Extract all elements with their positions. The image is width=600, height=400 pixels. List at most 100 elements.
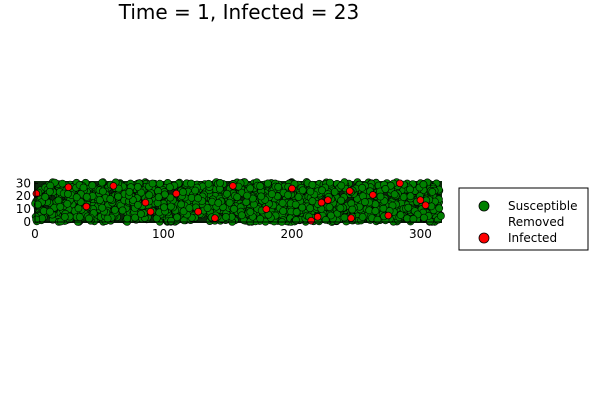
susceptible-point (225, 198, 234, 207)
susceptible-point (246, 207, 255, 216)
susceptible-point (54, 196, 63, 205)
x-tick-label: 100 (152, 227, 175, 241)
susceptible-point (179, 188, 187, 196)
susceptible-point (330, 187, 339, 196)
susceptible-point (133, 182, 142, 191)
y-tick-label: 20 (16, 189, 31, 203)
susceptible-point (428, 187, 437, 196)
infected-point (262, 205, 271, 213)
susceptible-point (166, 202, 175, 211)
susceptible-point (404, 203, 413, 212)
susceptible-point (358, 183, 367, 192)
susceptible-point (118, 206, 127, 215)
susceptible-point (216, 178, 224, 187)
susceptible-point (185, 204, 194, 212)
chart-title: Time = 1, Infected = 23 (118, 0, 360, 24)
infected-point (421, 201, 430, 209)
susceptible-point (204, 179, 213, 188)
susceptible-point (292, 216, 300, 225)
x-tick-label: 300 (409, 227, 432, 241)
susceptible-point (223, 189, 231, 198)
susceptible-point (155, 179, 164, 188)
susceptible-point (325, 203, 334, 211)
susceptible-points (31, 178, 445, 226)
susceptible-point (154, 193, 163, 202)
susceptible-point (60, 212, 69, 221)
susceptible-point (436, 212, 445, 220)
y-tick-label: 0 (23, 215, 31, 229)
susceptible-point (419, 180, 428, 189)
susceptible-point (396, 211, 405, 219)
susceptible-point (256, 182, 264, 190)
susceptible-point (337, 196, 345, 205)
susceptible-point (337, 181, 346, 190)
legend-label: Removed (508, 215, 564, 229)
susceptible-point (32, 215, 41, 224)
infected-point (172, 189, 181, 198)
infected-point (82, 202, 91, 211)
susceptible-point (148, 179, 157, 188)
susceptible-point (106, 195, 115, 203)
susceptible-point (99, 187, 107, 196)
susceptible-point (233, 193, 242, 201)
susceptible-point (298, 186, 307, 195)
infected-point (384, 211, 393, 220)
susceptible-point (308, 197, 317, 206)
susceptible-point (111, 205, 119, 214)
susceptible-point (294, 193, 303, 201)
infected-point (109, 182, 118, 190)
susceptible-point (221, 212, 230, 221)
susceptible-point (340, 213, 349, 222)
susceptible-point (298, 203, 307, 212)
susceptible-point (45, 187, 54, 196)
susceptible-point (145, 191, 154, 199)
susceptible-point (256, 214, 265, 223)
legend-marker (478, 200, 490, 212)
susceptible-point (88, 181, 97, 190)
infected-point (211, 214, 219, 222)
susceptible-point (137, 188, 146, 197)
susceptible-point (336, 204, 345, 212)
infected-point (347, 214, 355, 222)
infected-point (288, 184, 296, 193)
susceptible-point (257, 192, 265, 201)
infected-points (32, 179, 430, 225)
susceptible-point (33, 200, 42, 209)
legend-label: Infected (508, 231, 557, 245)
susceptible-point (373, 215, 382, 224)
susceptible-point (409, 214, 418, 223)
x-tick-label: 0 (31, 227, 39, 241)
susceptible-point (306, 204, 314, 213)
susceptible-point (187, 193, 196, 202)
infected-point (369, 191, 377, 199)
susceptible-point (72, 193, 81, 202)
susceptible-point (292, 208, 301, 216)
susceptible-point (125, 187, 134, 196)
susceptible-point (291, 200, 300, 209)
susceptible-point (58, 179, 67, 188)
susceptible-point (79, 183, 88, 192)
infected-point (307, 216, 315, 225)
susceptible-point (133, 200, 142, 209)
susceptible-point (274, 182, 283, 191)
infected-point (317, 198, 326, 207)
susceptible-point (56, 202, 65, 211)
susceptible-point (278, 199, 287, 207)
susceptible-point (63, 199, 72, 208)
susceptible-point (160, 203, 168, 212)
susceptible-point (390, 190, 399, 199)
susceptible-point (123, 214, 132, 223)
infected-point (146, 207, 155, 216)
susceptible-point (242, 198, 251, 206)
infected-point (416, 196, 425, 204)
susceptible-point (306, 187, 315, 196)
susceptible-point (131, 213, 139, 222)
susceptible-point (203, 204, 212, 212)
susceptible-point (214, 198, 223, 207)
susceptible-point (95, 196, 104, 204)
infected-point (396, 179, 404, 188)
infected-point (313, 213, 322, 221)
infected-point (346, 187, 354, 195)
susceptible-point (137, 209, 145, 218)
